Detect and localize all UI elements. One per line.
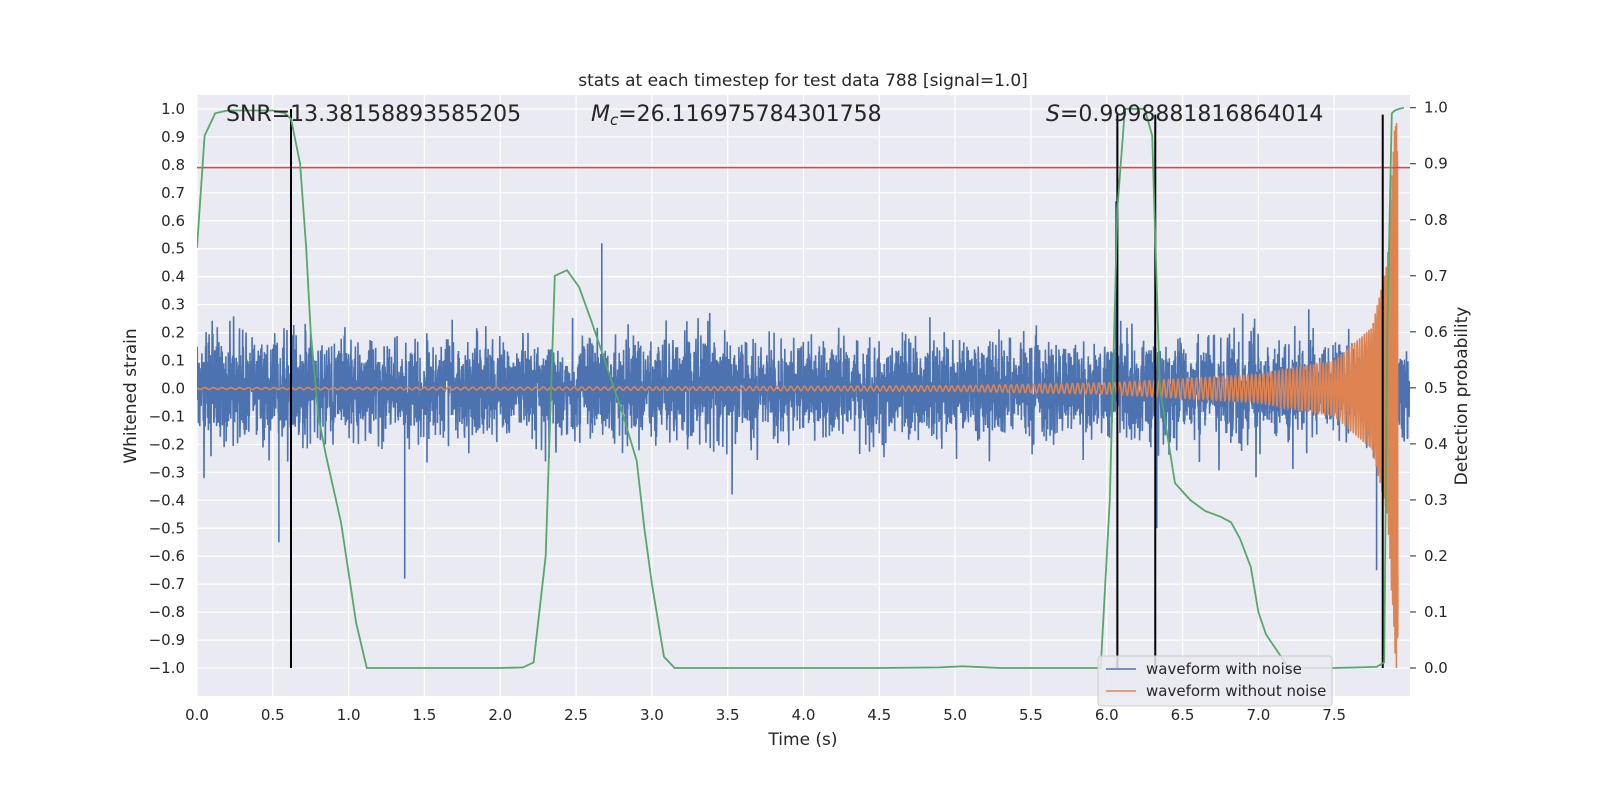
chirp-mass-value: =26.116975784301758 xyxy=(618,102,881,127)
y-tick-label-5: 0.5 xyxy=(161,240,185,258)
y-tick-label-15: −0.5 xyxy=(149,519,185,537)
chirp-mass-symbol: M xyxy=(591,102,610,127)
x-tick-label-8: 4.0 xyxy=(792,706,816,724)
y-tick-label-9: 0.1 xyxy=(161,352,185,370)
y-tick-label-8: 0.2 xyxy=(161,324,185,342)
y2-tick-label-1: 0.9 xyxy=(1424,155,1448,173)
y2-tick-label-9: 0.1 xyxy=(1424,603,1448,621)
y2-tick-label-4: 0.6 xyxy=(1424,323,1448,341)
score-value: =0.9998881816864014 xyxy=(1060,102,1323,127)
x-tick-label-12: 6.0 xyxy=(1095,706,1119,724)
y-tick-label-14: −0.4 xyxy=(149,491,185,509)
y2-tick-label-10: 0.0 xyxy=(1424,659,1448,677)
x-tick-label-13: 6.5 xyxy=(1171,706,1195,724)
y-tick-label-4: 0.6 xyxy=(161,212,185,230)
y2-axis-ticks: 1.0 0.9 0.8 0.7 0.6 0.5 0.4 0.3 0.2 0.1 0.0 xyxy=(1410,99,1448,677)
y2-tick-label-8: 0.2 xyxy=(1424,547,1448,565)
chirp-mass-annotation: Mc=26.116975784301758 xyxy=(591,102,882,129)
y-tick-label-7: 0.3 xyxy=(161,296,185,314)
score-annotation: S=0.9998881816864014 xyxy=(1046,102,1323,127)
legend: waveform with noise waveform without noi… xyxy=(1097,655,1333,707)
y-tick-label-20: −1.0 xyxy=(149,659,185,677)
y2-tick-label-5: 0.5 xyxy=(1424,379,1448,397)
y-tick-label-17: −0.7 xyxy=(149,575,185,593)
y-tick-label-13: −0.3 xyxy=(149,463,185,481)
y-tick-label-16: −0.6 xyxy=(149,547,185,565)
x-tick-label-1: 0.5 xyxy=(261,706,285,724)
series-waveform-without-noise xyxy=(197,123,1399,669)
y2-tick-label-7: 0.3 xyxy=(1424,491,1448,509)
x-tick-label-11: 5.5 xyxy=(1019,706,1043,724)
x-tick-label-5: 2.5 xyxy=(564,706,588,724)
snr-annotation: SNR=13.38158893585205 xyxy=(226,102,521,127)
y-tick-label-19: −0.9 xyxy=(149,631,185,649)
x-tick-label-15: 7.5 xyxy=(1322,706,1346,724)
y-tick-label-12: −0.2 xyxy=(149,435,185,453)
y-axis-label: Whitened strain xyxy=(121,328,141,463)
y-tick-label-3: 0.7 xyxy=(161,184,185,202)
x-tick-label-9: 4.5 xyxy=(867,706,891,724)
y2-axis-label: Detection probability xyxy=(1452,307,1472,486)
x-tick-label-4: 2.0 xyxy=(488,706,512,724)
series-detection-probability xyxy=(197,106,1405,669)
chart-title: stats at each timestep for test data 788… xyxy=(578,71,1028,91)
x-tick-label-2: 1.0 xyxy=(337,706,361,724)
x-axis-ticks: 0.0 0.5 1.0 1.5 2.0 2.5 3.0 3.5 4.0 4.5 5.0 5.5 6.0 6… xyxy=(185,706,1346,724)
x-tick-label-7: 3.5 xyxy=(716,706,740,724)
x-tick-label-6: 3.0 xyxy=(640,706,664,724)
y-tick-label-6: 0.4 xyxy=(161,268,185,286)
legend-box xyxy=(1097,655,1333,707)
y2-tick-label-2: 0.8 xyxy=(1424,211,1448,229)
x-tick-label-0: 0.0 xyxy=(185,706,209,724)
y-tick-label-18: −0.8 xyxy=(149,603,185,621)
y-tick-label-2: 0.8 xyxy=(161,156,185,174)
x-axis-label: Time (s) xyxy=(767,730,837,750)
y-tick-label-0: 1.0 xyxy=(161,100,185,118)
legend-label-clean: waveform without noise xyxy=(1146,682,1326,700)
x-tick-label-3: 1.5 xyxy=(413,706,437,724)
legend-label-noise: waveform with noise xyxy=(1146,660,1302,678)
x-tick-label-10: 5.0 xyxy=(943,706,967,724)
chirp-mass-subscript: c xyxy=(610,111,619,129)
y-tick-label-1: 0.9 xyxy=(161,128,185,146)
x-tick-label-14: 7.0 xyxy=(1246,706,1270,724)
y2-tick-label-6: 0.4 xyxy=(1424,435,1448,453)
y-tick-label-10: 0.0 xyxy=(161,380,185,398)
y-axis-ticks: 1.0 0.9 0.8 0.7 0.6 0.5 0.4 0.3 0.2 0.1 0.0 −0.1 −0.… xyxy=(149,100,185,677)
y2-tick-label-0: 1.0 xyxy=(1424,99,1448,117)
y-tick-label-11: −0.1 xyxy=(149,407,185,425)
y2-tick-label-3: 0.7 xyxy=(1424,267,1448,285)
score-symbol: S xyxy=(1046,102,1060,127)
